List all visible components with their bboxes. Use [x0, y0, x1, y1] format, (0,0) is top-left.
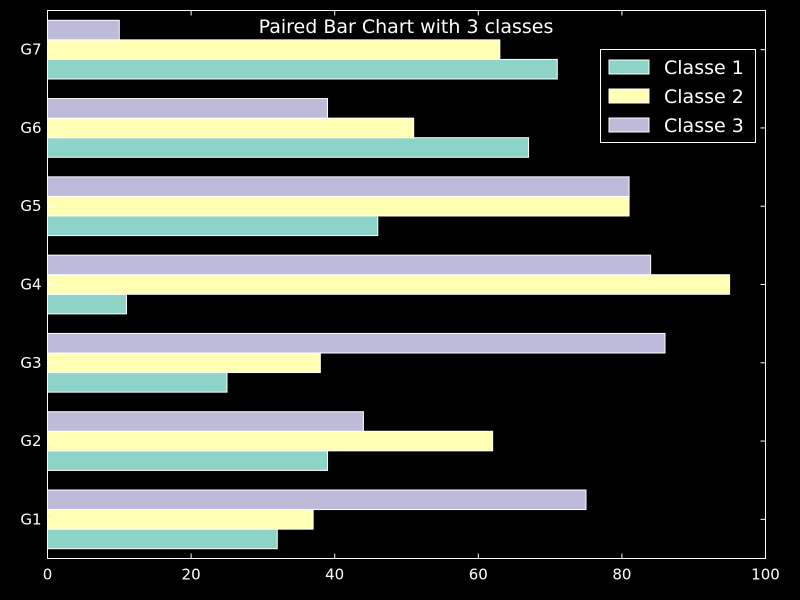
bar-g2-series-3	[47, 411, 364, 432]
legend-swatch-series-1	[608, 59, 650, 75]
legend-label-series-2: Classe 2	[664, 86, 744, 108]
legend: Classe 1 Classe 2 Classe 3	[600, 49, 756, 143]
y-tick-label-g2: G2	[20, 432, 41, 450]
bar-g5-series-1	[47, 215, 379, 237]
bar-g6-series-2	[47, 117, 415, 139]
y-tick-label-g1: G1	[20, 510, 41, 528]
x-tick-label: 80	[612, 566, 631, 584]
bar-g6-series-1	[47, 137, 530, 158]
bar-g3-series-2	[47, 352, 321, 374]
legend-label-series-3: Classe 3	[664, 115, 744, 137]
bar-g5-series-2	[47, 195, 630, 217]
bar-g1-series-2	[47, 509, 314, 530]
bar-g1-series-1	[47, 528, 278, 550]
y-axis: G1 G2 G3 G4 G5 G6 G7	[20, 41, 766, 528]
bar-g2-series-2	[47, 430, 494, 452]
bar-g1-series-3	[47, 489, 587, 511]
y-tick-label-g3: G3	[20, 354, 41, 372]
bar-g3-series-3	[47, 332, 666, 354]
bar-g3-series-1	[47, 372, 228, 393]
bar-g6-series-3	[47, 98, 329, 119]
bar-g5-series-3	[47, 176, 630, 197]
bar-g4-series-1	[47, 293, 127, 315]
bar-g4-series-3	[47, 254, 652, 276]
bar-g7-series-1	[47, 58, 558, 80]
y-tick-label-g4: G4	[20, 276, 41, 294]
bar-g2-series-1	[47, 450, 329, 471]
y-tick-label-g7: G7	[20, 41, 41, 59]
chart-title: Paired Bar Chart with 3 classes	[259, 16, 554, 38]
x-tick-label: 40	[325, 566, 344, 584]
x-tick-label: 0	[43, 566, 53, 584]
bar-g7-series-2	[47, 39, 501, 60]
y-tick-label-g5: G5	[20, 197, 41, 215]
legend-label-series-1: Classe 1	[664, 57, 744, 79]
bar-g4-series-2	[47, 274, 731, 295]
legend-swatch-series-3	[608, 117, 650, 133]
y-tick-label-g6: G6	[20, 119, 41, 137]
x-tick-label: 60	[469, 566, 488, 584]
x-tick-label: 100	[751, 566, 780, 584]
bar-g7-series-3	[47, 19, 120, 41]
legend-swatch-series-2	[608, 88, 650, 104]
x-tick-label: 20	[182, 566, 201, 584]
x-axis: 0 20 40 60 80 100	[43, 10, 780, 584]
